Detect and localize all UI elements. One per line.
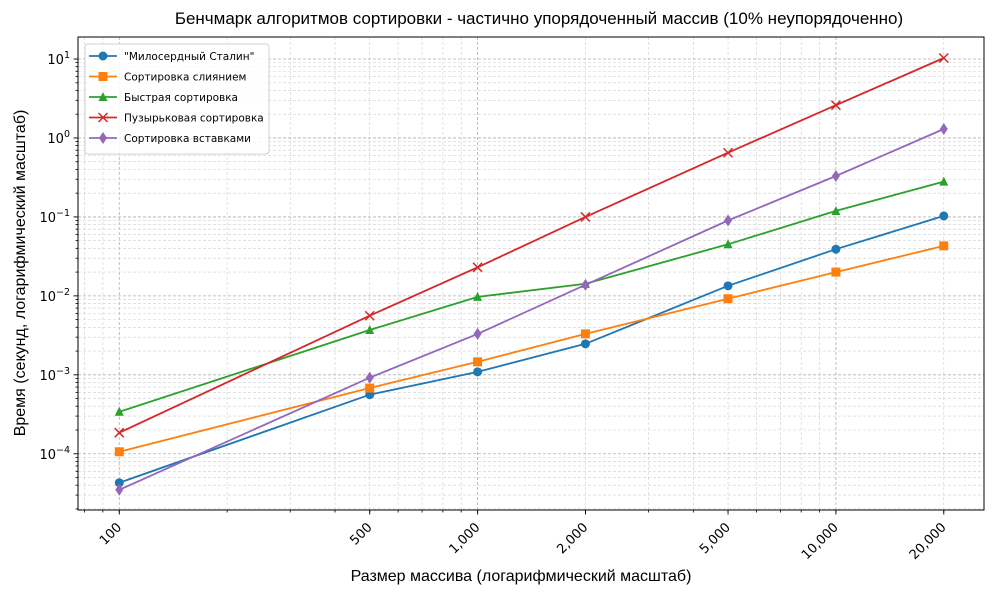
legend-item: Быстрая сортировка <box>89 92 238 104</box>
data-point <box>473 357 483 367</box>
y-tick-label: 10−3 <box>39 366 70 384</box>
legend-item: "Милосердный Сталин" <box>89 51 254 63</box>
data-point <box>365 383 375 393</box>
legend-label: "Милосердный Сталин" <box>124 51 254 63</box>
data-point <box>473 327 482 340</box>
series-line <box>119 215 945 484</box>
x-axis: 100 500 1,000 2,000 5,000 10,000 20,000 <box>84 510 950 563</box>
x-tick-label: 20,000 <box>907 520 950 563</box>
data-point <box>831 267 841 277</box>
legend: "Милосердный Сталин" Сортировка слиянием Б… <box>84 43 270 155</box>
legend-label: Пузырьковая сортировка <box>124 113 264 125</box>
x-tick-label: 1,000 <box>446 520 483 557</box>
legend-item: Пузырьковая сортировка <box>89 112 264 125</box>
axes-frame <box>77 36 985 511</box>
series-line <box>118 128 945 491</box>
data-point <box>939 122 948 135</box>
y-tick-label: 10−1 <box>39 208 70 226</box>
legend-marker-icon <box>97 112 109 123</box>
legend-marker-icon <box>98 92 108 101</box>
data-point <box>580 339 590 349</box>
x-tick-label: 5,000 <box>697 520 734 557</box>
series-layer <box>114 52 949 496</box>
legend-label: Сортировка вставками <box>124 133 251 145</box>
x-tick-label: 100 <box>97 520 125 548</box>
legend-marker-icon <box>99 132 107 144</box>
data-point <box>115 483 124 496</box>
chart-title: Бенчмарк алгоритмов сортировки - частичн… <box>175 9 903 28</box>
data-point <box>581 278 590 291</box>
data-point <box>939 176 949 186</box>
data-point <box>723 294 733 304</box>
data-point <box>831 169 840 182</box>
series-1 <box>114 241 949 457</box>
data-point <box>580 329 590 339</box>
legend-label: Сортировка слиянием <box>124 72 246 84</box>
legend-item: Сортировка слиянием <box>89 72 246 84</box>
legend-label: Быстрая сортировка <box>124 92 238 104</box>
data-point <box>723 239 733 249</box>
grid <box>78 37 984 510</box>
data-point <box>114 406 124 416</box>
data-point <box>472 262 483 273</box>
data-point <box>473 291 483 301</box>
data-point <box>114 447 124 457</box>
data-point <box>939 241 949 251</box>
data-point <box>723 147 734 158</box>
data-point <box>473 367 483 377</box>
x-tick-label: 10,000 <box>799 520 842 563</box>
legend-box <box>84 43 270 155</box>
y-tick-label: 100 <box>47 129 70 147</box>
series-0 <box>114 211 949 488</box>
y-tick-label: 10−2 <box>39 287 70 305</box>
legend-marker-icon <box>98 72 108 81</box>
legend-item: Сортировка вставками <box>89 132 251 145</box>
data-point <box>723 281 733 291</box>
data-point <box>724 214 733 227</box>
data-point <box>365 324 375 334</box>
data-point <box>938 52 949 64</box>
x-tick-label: 2,000 <box>554 520 591 557</box>
x-tick-label: 500 <box>347 520 375 548</box>
y-axis-title: Время (секунд, логарифмический масштаб) <box>12 110 29 437</box>
y-tick-label: 10−4 <box>39 445 70 463</box>
data-point <box>831 244 841 254</box>
legend-marker-icon <box>98 51 108 61</box>
x-axis-title: Размер массива (логарифмический масштаб) <box>351 568 692 585</box>
series-3 <box>114 52 949 438</box>
data-point <box>580 211 591 222</box>
data-point <box>831 205 841 215</box>
data-point <box>114 427 125 438</box>
data-point <box>114 478 124 488</box>
y-tick-label: 101 <box>47 50 70 68</box>
y-axis: 10−4 10−3 10−2 10−1 100 101 <box>39 50 78 510</box>
series-line <box>119 180 945 413</box>
data-point <box>830 100 841 111</box>
data-point <box>364 310 375 321</box>
data-point <box>939 211 949 221</box>
data-point <box>365 371 374 384</box>
series-4 <box>115 122 948 496</box>
series-line <box>119 245 945 453</box>
